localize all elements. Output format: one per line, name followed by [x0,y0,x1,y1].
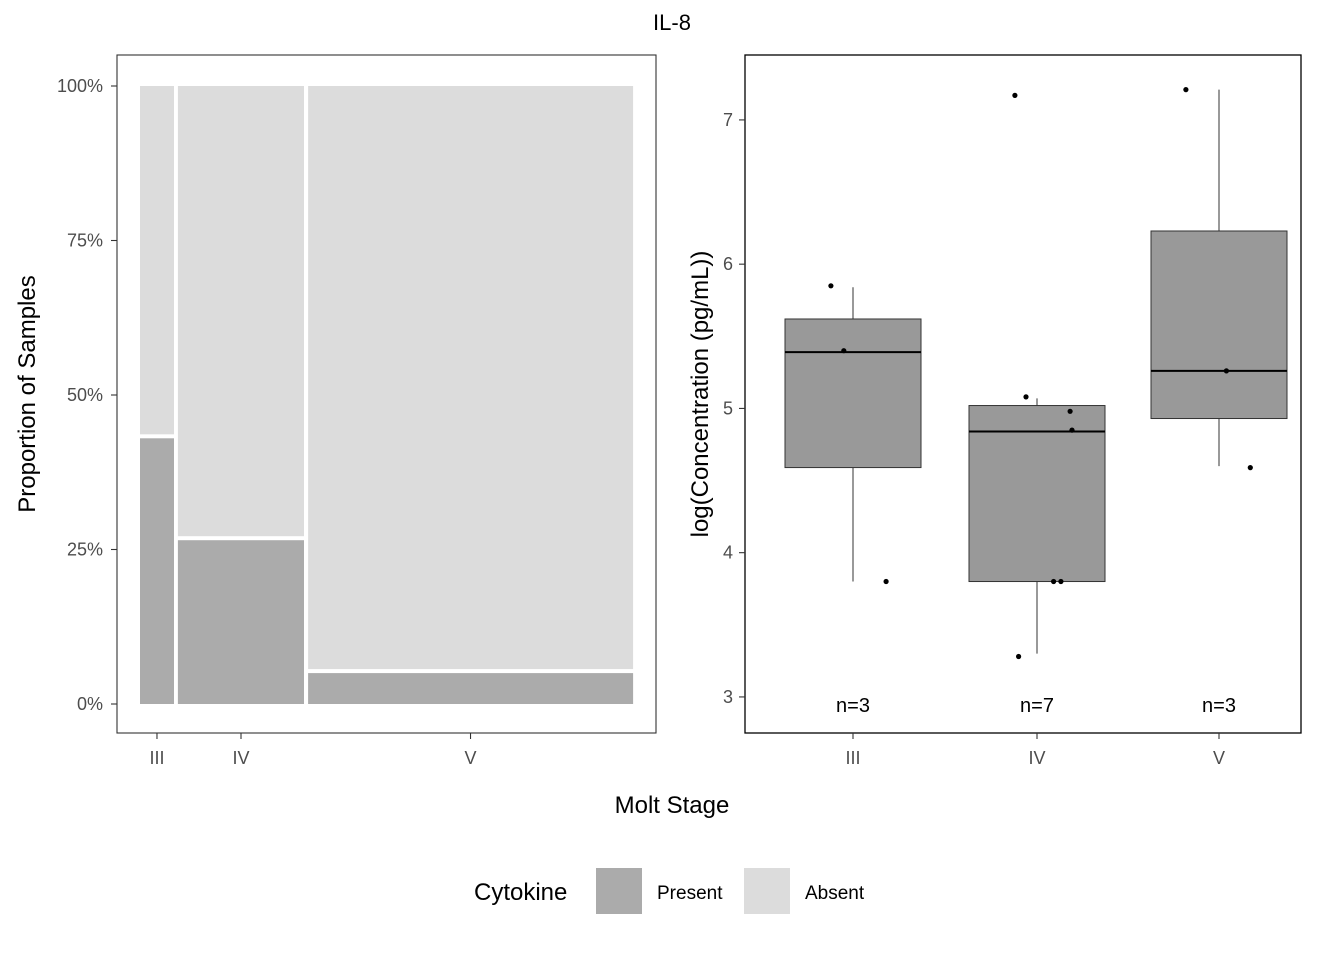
mosaic-tile-IV-absent [177,86,304,537]
mosaic-y-axis-title: Proportion of Samples [14,275,41,512]
mosaic-tile-V-absent [308,86,634,670]
box-n-label: n=7 [1020,695,1054,717]
mosaic-x-tick-label: IV [232,748,249,768]
mosaic-marks [140,86,634,704]
mosaic-y-tick-label: 0% [77,694,103,714]
boxplot-y-tick-label: 3 [723,687,733,707]
boxplot-x-tick-label: V [1213,748,1225,768]
mosaic-tile-III-present [140,438,174,704]
boxplot-y-tick-label: 5 [723,398,733,418]
figure-title: IL-8 [653,10,691,35]
data-point [1051,578,1057,585]
data-point [1023,394,1029,400]
box-n-label: n=3 [836,695,870,717]
mosaic-panel: 0% 25% 50% 75% 100% III IV V Proportion of Sam… [14,54,657,768]
data-point [1247,465,1253,471]
boxplot-x-tick-label: IV [1028,748,1045,768]
mosaic-y-tick-label: 25% [67,540,103,560]
mosaic-y-tick-label: 50% [67,385,103,405]
boxplot-y-axis: 3 4 5 6 7 [723,110,745,707]
boxplot-y-tick-label: 6 [723,254,733,274]
box-iqr-V [1150,230,1288,420]
legend-label-absent: Absent [805,883,865,904]
legend-swatch-absent [744,868,790,914]
data-point [828,283,834,289]
boxplot-panel: n=3 n=7 n=3 3 4 5 6 7 III IV V log(Concentration… [687,54,1302,768]
box-n-label: n=3 [1202,695,1236,717]
boxplot-x-axis: III IV V [845,733,1225,768]
legend-label-present: Present [657,883,723,904]
legend-title: Cytokine [474,879,567,906]
data-point [1069,427,1075,433]
mosaic-x-axis: III IV V [149,733,477,768]
mosaic-x-tick-label: III [149,748,164,768]
data-point [1183,87,1189,93]
data-point [1058,578,1064,585]
boxplot-marks: n=3 n=7 n=3 [784,87,1288,717]
data-point [1223,368,1229,374]
mosaic-y-tick-label: 100% [57,76,103,96]
box-iqr-IV [968,405,1106,583]
boxplot-x-tick-label: III [845,748,860,768]
boxplot-y-tick-label: 4 [723,543,733,563]
data-point [1012,92,1018,98]
legend: Cytokine Present Absent [474,868,865,914]
data-point [1016,653,1022,660]
shared-x-axis-title: Molt Stage [615,792,730,819]
mosaic-tile-V-present [308,673,634,704]
mosaic-tile-III-absent [140,86,174,435]
mosaic-y-tick-label: 75% [67,231,103,251]
mosaic-tile-IV-present [177,540,304,704]
box-iqr-III [784,318,922,469]
data-point [883,578,889,585]
data-point [1067,408,1073,414]
mosaic-x-tick-label: V [465,748,477,768]
boxplot-y-tick-label: 7 [723,110,733,130]
data-point [841,348,847,354]
boxplot-y-axis-title: log(Concentration (pg/mL)) [687,251,714,538]
legend-swatch-present [596,868,642,914]
mosaic-y-axis: 0% 25% 50% 75% 100% [57,76,117,714]
